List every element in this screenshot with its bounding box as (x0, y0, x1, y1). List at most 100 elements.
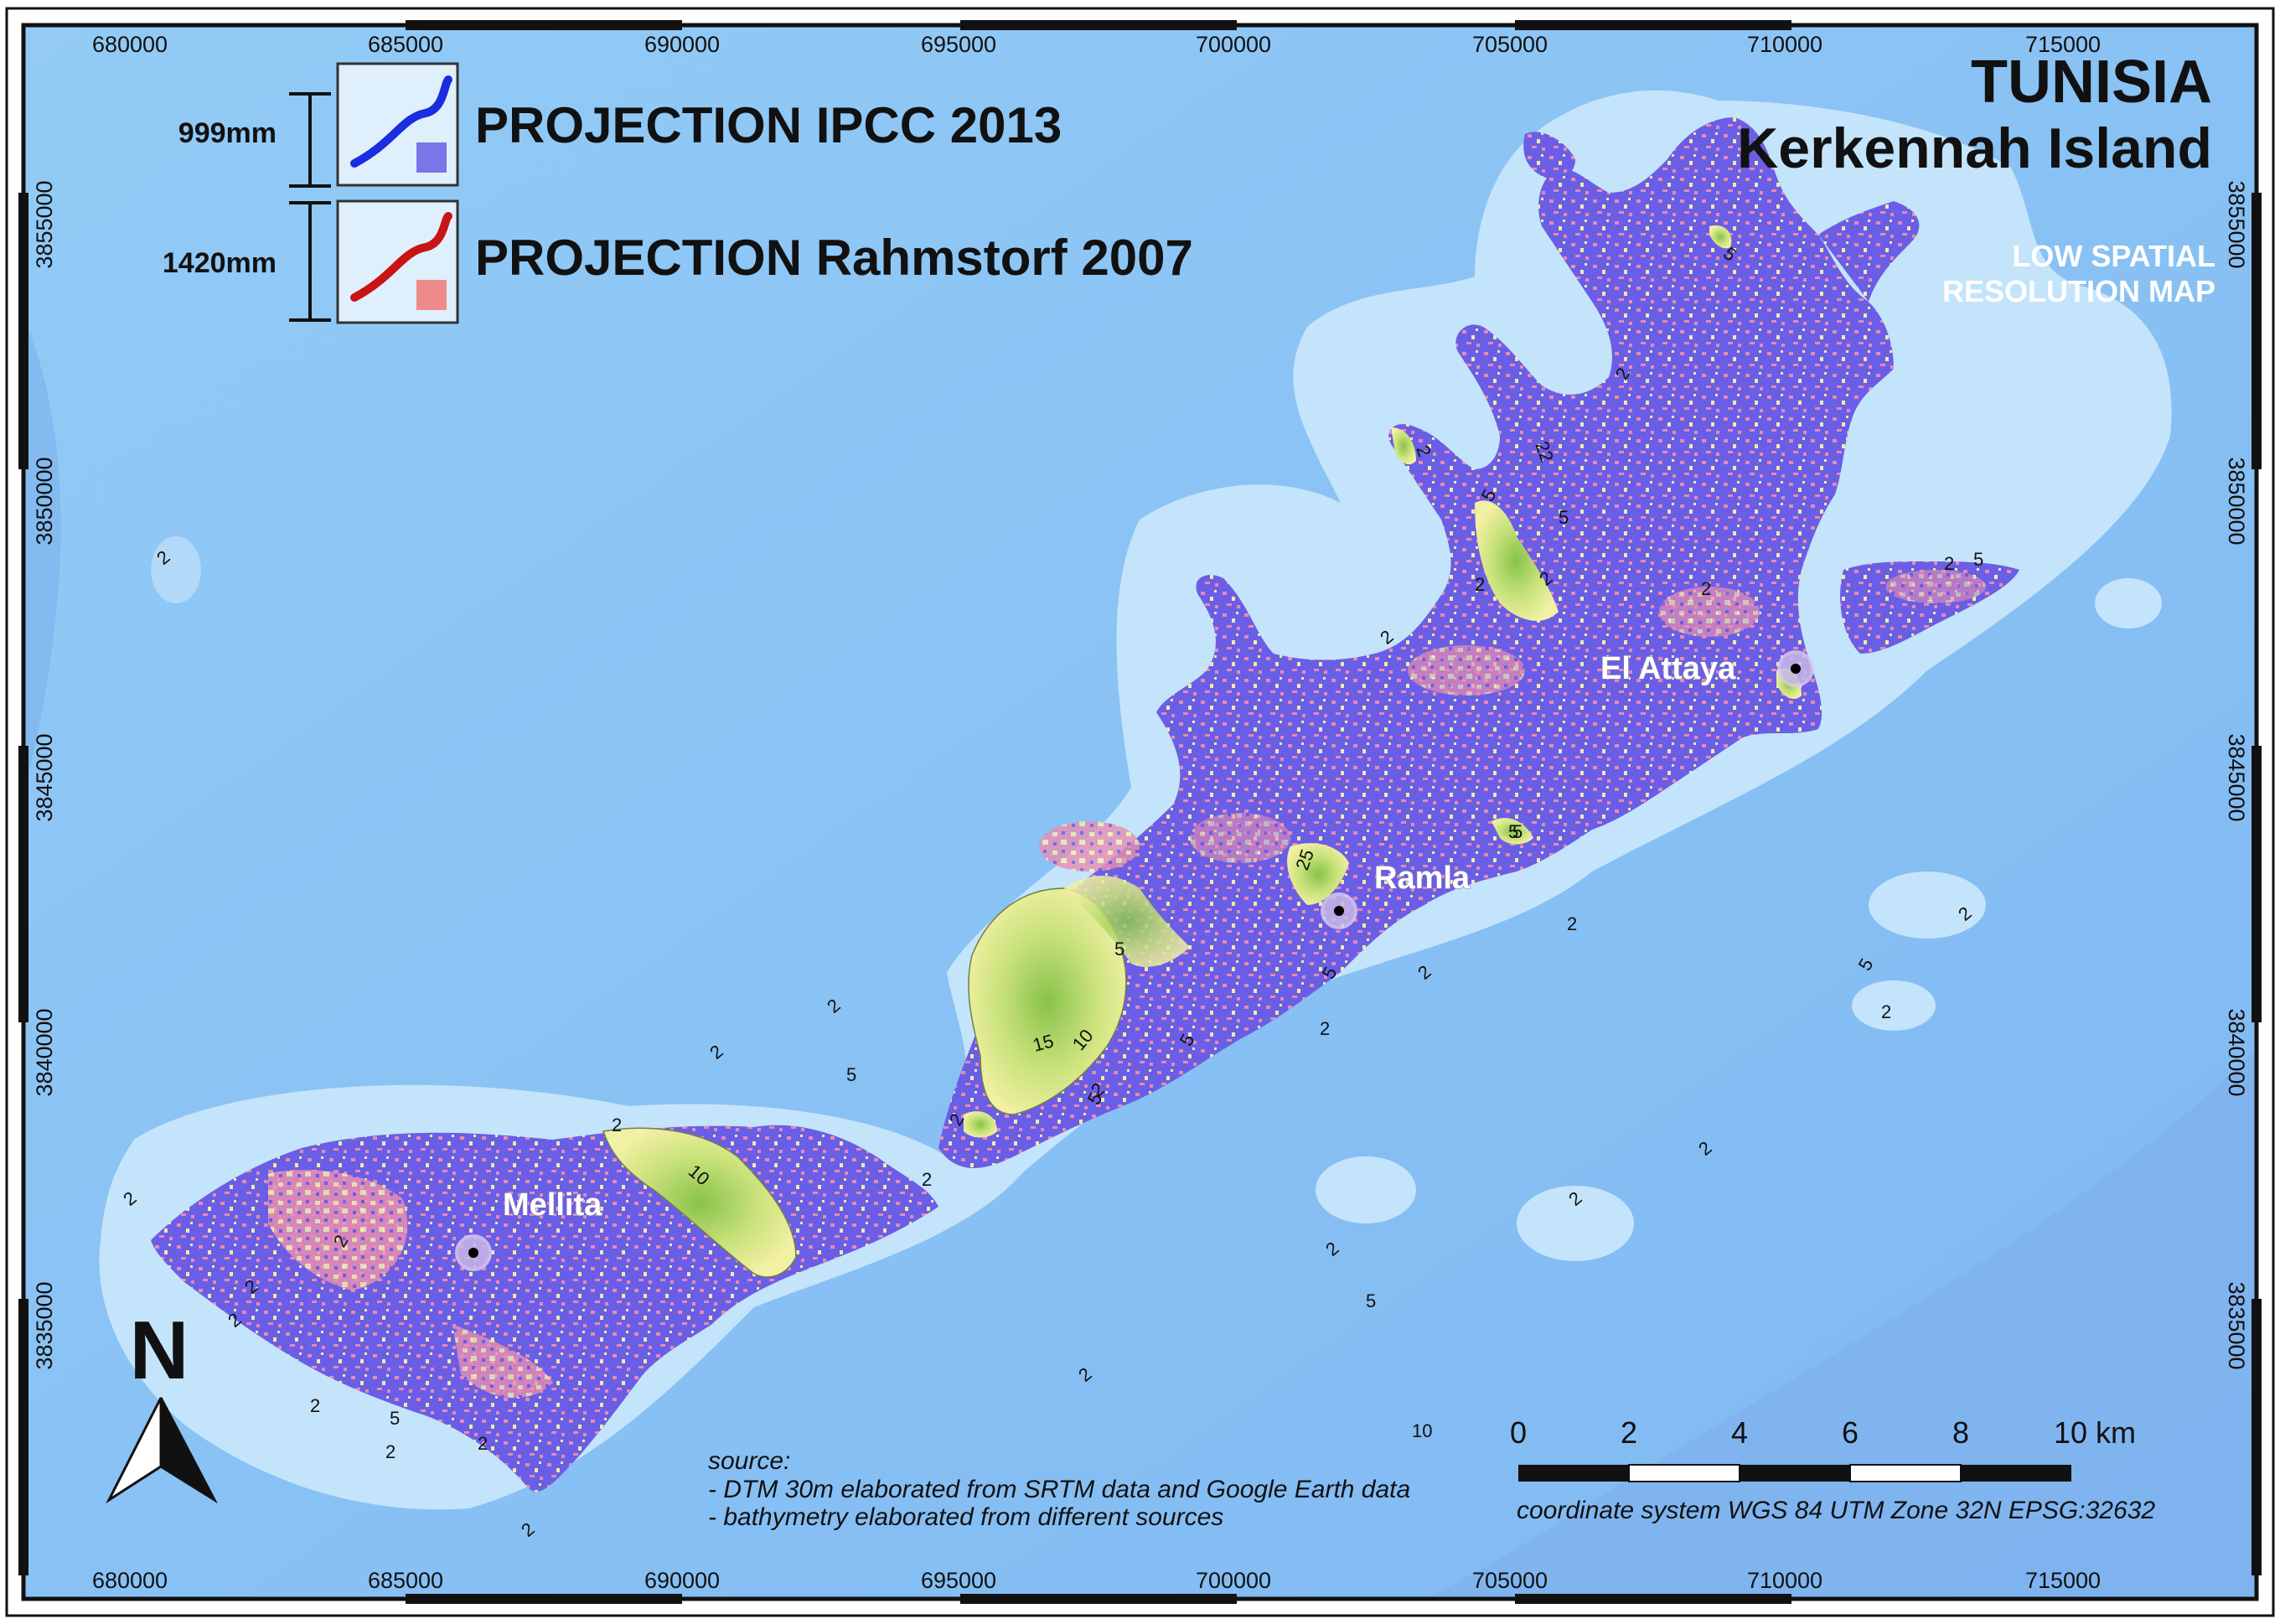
legend: 999mm 1420mm PROJECTION IPCC 2013 PROJEC… (163, 62, 1193, 324)
contour-label: 5 (390, 1408, 400, 1429)
x-tick-labels-top: 680000 685000 690000 695000 700000 70500… (92, 32, 2101, 57)
x-tick-label: 695000 (921, 1568, 996, 1593)
mixed-zone (1190, 813, 1290, 863)
contour-label: 2 (478, 1433, 488, 1454)
contour-label: 2 (310, 1395, 320, 1416)
source-heading: source: (708, 1447, 790, 1475)
north-arrow: N (106, 1304, 218, 1504)
main-highland (1475, 500, 1559, 621)
contour-label: 5 (1512, 821, 1523, 842)
mellita-mixed-zone (452, 1324, 553, 1399)
contour-label: 5 (1366, 1290, 1376, 1311)
resolution-note: RESOLUTION MAP (1942, 274, 2215, 308)
shallow-shelf (1869, 871, 1986, 939)
island-main (938, 117, 1894, 1168)
y-tick-label: 3835000 (2224, 1281, 2249, 1369)
y-tick-label: 3835000 (32, 1281, 57, 1369)
scale-label: 2 (1621, 1415, 1637, 1450)
scale-label: 10 km (2054, 1415, 2136, 1450)
mixed-zone (1039, 821, 1140, 871)
legend-amount: 999mm (178, 117, 277, 149)
town-marker-ramla[interactable] (1321, 892, 1357, 929)
contour-label: 5 (1508, 821, 1518, 842)
contour-label: 2 (1701, 578, 1711, 599)
contour-label: 2 (1567, 913, 1577, 934)
x-tick-labels-bottom: 680000 685000 690000 695000 700000 70500… (92, 1568, 2101, 1593)
shallow-shelf (2095, 578, 2162, 628)
mixed-zone (1408, 645, 1525, 696)
frame-segments (18, 20, 2262, 1604)
map-outer-border (5, 7, 2275, 1617)
map-subtitle: Kerkennah Island (1737, 116, 2212, 180)
shallow-shelf (151, 536, 201, 603)
map-title: TUNISIA (1971, 49, 2212, 116)
x-tick-label: 700000 (1196, 1568, 1271, 1593)
main-highland (1492, 818, 1533, 845)
x-tick-label: 705000 (1472, 1568, 1548, 1593)
coordinate-system: coordinate system WGS 84 UTM Zone 32N EP… (1517, 1497, 2155, 1524)
legend-swatch-ipcc (416, 142, 447, 173)
legend-label: PROJECTION IPCC 2013 (475, 97, 1062, 153)
contour-label: 5 (846, 1064, 856, 1085)
source-line: - DTM 30m elaborated from SRTM data and … (708, 1476, 1410, 1503)
shallow-shelf (1316, 1156, 1416, 1223)
y-tick-label: 3850000 (2224, 457, 2249, 545)
x-tick-label: 690000 (644, 1568, 720, 1593)
x-tick-label: 710000 (1747, 1568, 1822, 1593)
deep-water-band (23, 318, 61, 796)
main-highland (1709, 225, 1732, 249)
main-highland (1287, 843, 1349, 905)
scale-segment (1628, 1464, 1740, 1482)
y-tick-label: 3855000 (32, 180, 57, 268)
mellita-mixed-zone (268, 1170, 408, 1290)
town-marker-el-attaya[interactable] (1777, 650, 1814, 687)
scale-label: 6 (1842, 1415, 1859, 1450)
mellita-highland (602, 1127, 797, 1278)
contour-label: 2 (612, 1115, 622, 1135)
northeast-arm (1818, 201, 1920, 302)
y-tick-label: 3840000 (32, 1008, 57, 1096)
main-highland (1391, 427, 1416, 465)
y-tick-label: 3845000 (2224, 733, 2249, 821)
x-tick-label: 680000 (92, 32, 168, 57)
resolution-note: LOW SPATIAL (2012, 239, 2215, 273)
shallow-shelf (1517, 1186, 1634, 1261)
main-highland (964, 1111, 997, 1138)
scale-bar: 0 2 4 6 8 10 km (1510, 1415, 2136, 1482)
legend-label: PROJECTION Rahmstorf 2007 (475, 230, 1193, 286)
x-tick-label: 715000 (2025, 32, 2101, 57)
x-tick-label: 685000 (368, 32, 443, 57)
main-highland (1064, 876, 1190, 967)
contour-label: 2 (922, 1169, 932, 1190)
y-tick-label: 3840000 (2224, 1008, 2249, 1096)
contour-label: 5 (1973, 549, 1983, 570)
mixed-zone (1885, 570, 1986, 603)
legend-curve-rahmstorf (350, 212, 452, 302)
x-tick-label: 690000 (644, 32, 720, 57)
y-tick-label: 3855000 (2224, 180, 2249, 268)
legend-amount: 1420mm (163, 247, 277, 279)
contour-label: 2 (1881, 1001, 1891, 1022)
contour-label: 2 (385, 1441, 396, 1462)
y-tick-labels-right: 3855000 3850000 3845000 3840000 3835000 (2224, 180, 2249, 1369)
x-tick-label: 695000 (921, 32, 996, 57)
scale-label: 0 (1510, 1415, 1527, 1450)
town-marker-mellita[interactable] (455, 1234, 492, 1271)
main-highland (968, 887, 1127, 1115)
y-tick-label: 3850000 (32, 457, 57, 545)
scale-segment (1961, 1465, 2071, 1482)
contour-label: 5 (1114, 939, 1124, 959)
shallow-shelf (1852, 980, 1936, 1031)
contour-label: 10 (1412, 1420, 1432, 1441)
y-tick-labels-left: 3855000 3850000 3845000 3840000 3835000 (32, 180, 57, 1369)
y-tick-label: 3845000 (32, 733, 57, 821)
north-arrow-right (159, 1397, 218, 1504)
x-tick-label: 705000 (1472, 32, 1548, 57)
x-tick-label: 680000 (92, 1568, 168, 1593)
x-tick-label: 700000 (1196, 32, 1271, 57)
contour-label: 2 (1475, 574, 1485, 595)
legend-swatch-rahmstorf (416, 280, 447, 310)
mixed-zone (1659, 587, 1760, 637)
island-north (1676, 212, 1737, 260)
